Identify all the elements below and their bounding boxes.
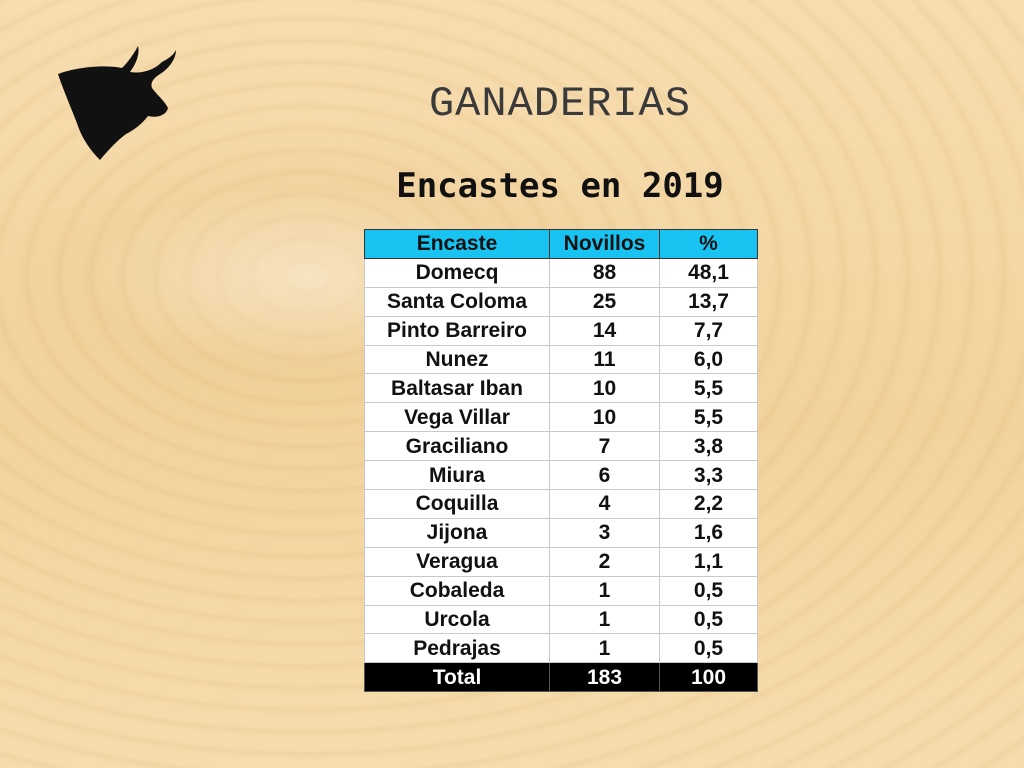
table-row: Coquilla 4 2,2 xyxy=(364,489,758,519)
cell-novillos: 10 xyxy=(549,373,660,404)
cell-encaste: Vega Villar xyxy=(364,402,550,433)
cell-encaste: Jijona xyxy=(364,517,550,548)
cell-percent: 48,1 xyxy=(659,257,758,288)
cell-novillos: 2 xyxy=(549,546,660,577)
cell-encaste: Pinto Barreiro xyxy=(364,315,550,346)
cell-encaste: Miura xyxy=(364,460,550,491)
header-percent: % xyxy=(659,229,758,259)
cell-percent: 7,7 xyxy=(659,315,758,346)
cell-encaste: Cobaleda xyxy=(364,575,550,606)
table-row: Urcola 1 0,5 xyxy=(364,604,758,635)
header-novillos: Novillos xyxy=(549,229,660,259)
table-row: Vega Villar 10 5,5 xyxy=(364,402,758,433)
cell-percent: 3,3 xyxy=(659,460,758,491)
cell-novillos: 1 xyxy=(549,633,660,664)
cell-percent: 0,5 xyxy=(659,604,758,635)
cell-encaste: Baltasar Iban xyxy=(364,373,550,404)
cell-percent: 2,2 xyxy=(659,489,758,519)
page-subtitle: Encastes en 2019 xyxy=(396,166,724,206)
cell-percent: 0,5 xyxy=(659,633,758,664)
cell-novillos: 3 xyxy=(549,517,660,548)
cell-encaste: Domecq xyxy=(364,257,550,288)
cell-novillos: 25 xyxy=(549,286,660,317)
total-percent: 100 xyxy=(659,662,758,693)
table-row: Pinto Barreiro 14 7,7 xyxy=(364,315,758,346)
total-novillos: 183 xyxy=(549,662,660,693)
table-row: Baltasar Iban 10 5,5 xyxy=(364,373,758,404)
cell-percent: 6,0 xyxy=(659,344,758,375)
cell-percent: 13,7 xyxy=(659,286,758,317)
cell-novillos: 88 xyxy=(549,257,660,288)
cell-percent: 1,6 xyxy=(659,517,758,548)
cell-encaste: Pedrajas xyxy=(364,633,550,664)
cell-percent: 5,5 xyxy=(659,373,758,404)
cell-novillos: 14 xyxy=(549,315,660,346)
cell-encaste: Graciliano xyxy=(364,431,550,462)
table-row: Veragua 2 1,1 xyxy=(364,546,758,577)
table-row: Pedrajas 1 0,5 xyxy=(364,633,758,664)
cell-encaste: Santa Coloma xyxy=(364,286,550,317)
cell-percent: 3,8 xyxy=(659,431,758,462)
cell-percent: 1,1 xyxy=(659,546,758,577)
cell-novillos: 10 xyxy=(549,402,660,433)
cell-novillos: 4 xyxy=(549,489,660,519)
header-encaste: Encaste xyxy=(364,229,550,259)
cell-novillos: 1 xyxy=(549,575,660,606)
table-row: Graciliano 7 3,8 xyxy=(364,431,758,462)
cell-novillos: 11 xyxy=(549,344,660,375)
cell-encaste: Coquilla xyxy=(364,489,550,519)
page-title: GANADERIAS xyxy=(428,80,692,128)
total-label: Total xyxy=(364,662,550,693)
cell-encaste: Nunez xyxy=(364,344,550,375)
table-row: Cobaleda 1 0,5 xyxy=(364,575,758,606)
cell-novillos: 1 xyxy=(549,604,660,635)
cell-novillos: 6 xyxy=(549,460,660,491)
encastes-table: Encaste Novillos % Domecq 88 48,1 Santa Col… xyxy=(364,229,758,693)
cell-percent: 5,5 xyxy=(659,402,758,433)
cell-encaste: Veragua xyxy=(364,546,550,577)
table-total-row: Total 183 100 xyxy=(364,662,758,693)
table-row: Nunez 11 6,0 xyxy=(364,344,758,375)
table-row: Jijona 3 1,6 xyxy=(364,517,758,548)
table-header-row: Encaste Novillos % xyxy=(364,229,758,259)
table-row: Domecq 88 48,1 xyxy=(364,257,758,288)
table-row: Miura 6 3,3 xyxy=(364,460,758,491)
table-row: Santa Coloma 25 13,7 xyxy=(364,286,758,317)
cell-novillos: 7 xyxy=(549,431,660,462)
bull-head-icon xyxy=(58,46,176,160)
cell-percent: 0,5 xyxy=(659,575,758,606)
cell-encaste: Urcola xyxy=(364,604,550,635)
